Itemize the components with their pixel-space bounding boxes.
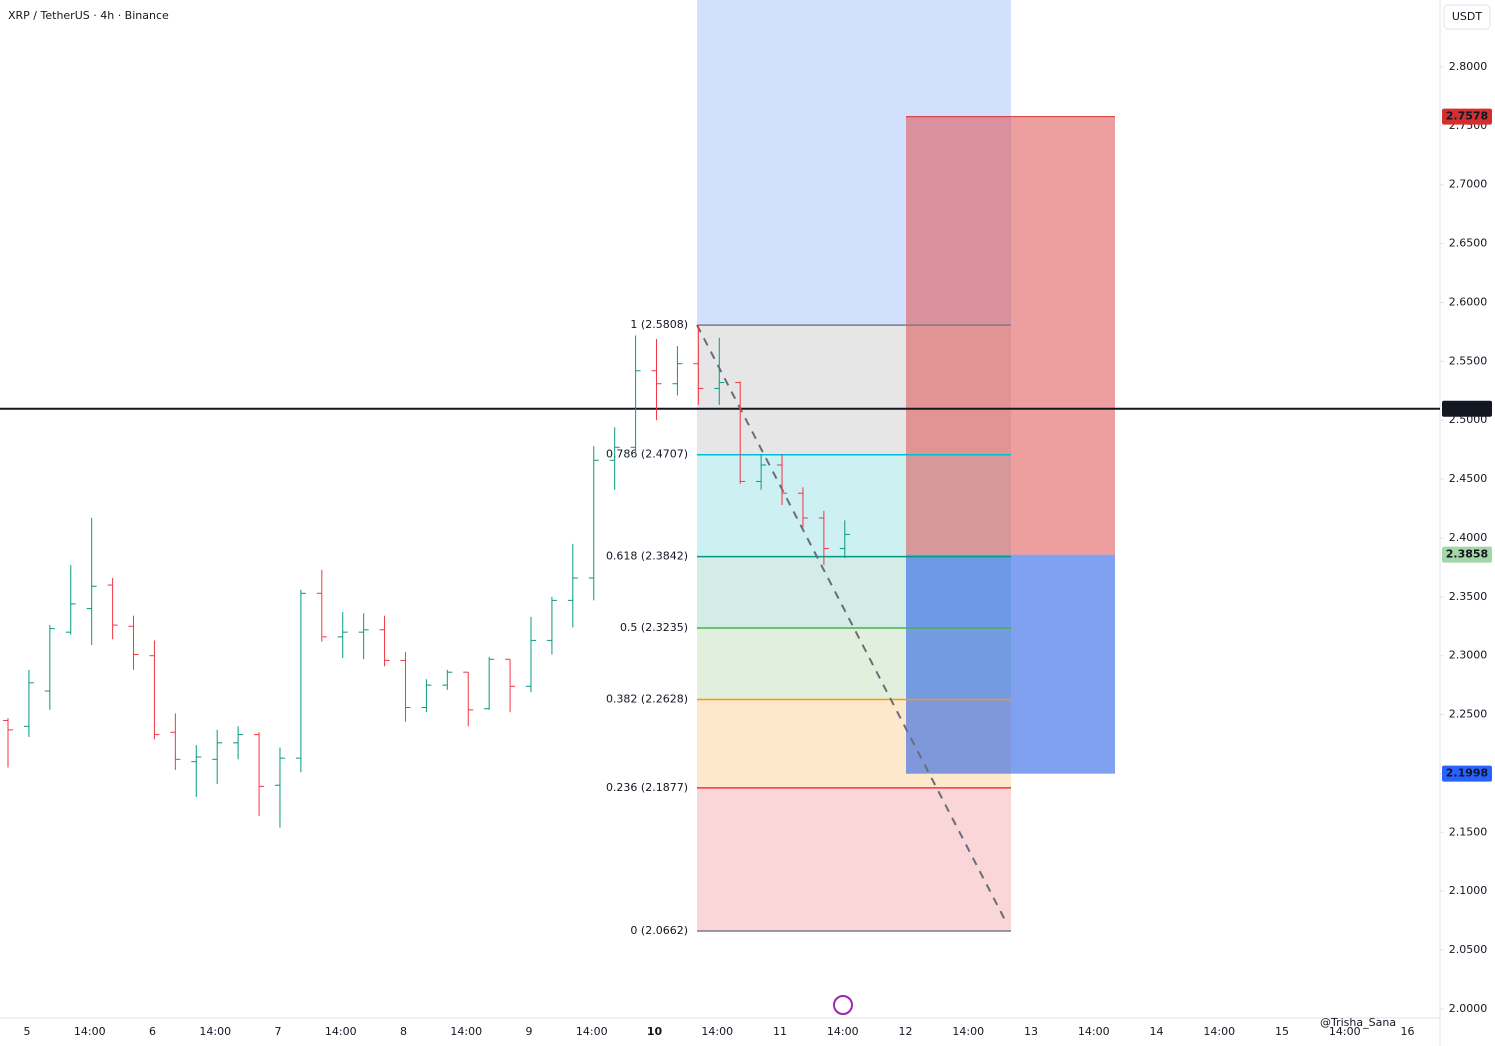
x-tick-label: 7: [275, 1025, 282, 1038]
y-tick-label: 2.3000: [1449, 649, 1488, 662]
x-tick-label: 12: [899, 1025, 913, 1038]
y-tick-label: 2.8000: [1449, 60, 1488, 73]
price-label: 2.7578: [1446, 110, 1488, 123]
price-label: 2.3858: [1446, 548, 1488, 561]
x-tick-label: 16: [1401, 1025, 1415, 1038]
x-tick-label: 14:00: [1203, 1025, 1235, 1038]
fib-label: 0.382 (2.2628): [606, 693, 688, 706]
fib-label: 1 (2.5808): [630, 318, 688, 331]
y-tick-label: 2.6500: [1449, 237, 1488, 250]
price-label-bg: [1442, 546, 1492, 563]
fib-label: 0.786 (2.4707): [606, 448, 688, 461]
x-tick-label: 14:00: [74, 1025, 106, 1038]
y-tick-label: 2.5500: [1449, 354, 1488, 367]
y-tick-label: 2.4000: [1449, 531, 1488, 544]
price-label: 2.1998: [1446, 767, 1488, 780]
x-tick-label: 14:00: [325, 1025, 357, 1038]
fib-label: 0 (2.0662): [630, 924, 688, 937]
y-tick-label: 2.2500: [1449, 708, 1488, 721]
price-label: 2.5097: [1446, 402, 1488, 415]
x-tick-label: 13: [1024, 1025, 1038, 1038]
y-tick-label: 2.6000: [1449, 295, 1488, 308]
logo: [833, 995, 853, 1015]
x-tick-label: 14:00: [450, 1025, 482, 1038]
y-tick-label: 2.7000: [1449, 178, 1488, 191]
x-tick-label: 14:00: [576, 1025, 608, 1038]
x-tick-label: 15: [1275, 1025, 1289, 1038]
x-tick-label: 14:00: [952, 1025, 984, 1038]
trend-line: [696, 324, 1006, 921]
y-tick-label: 2.1500: [1449, 825, 1488, 838]
currency: USDT: [1452, 10, 1483, 23]
x-tick-label: 14:00: [199, 1025, 231, 1038]
watermark: @Trisha_Sana: [1320, 1016, 1396, 1029]
x-tick-label: 6: [149, 1025, 156, 1038]
fib-label: 0.5 (2.3235): [620, 621, 688, 634]
x-tick-label: 14:00: [1078, 1025, 1110, 1038]
x-tick-label: 14:00: [701, 1025, 733, 1038]
fib-band: [697, 787, 1011, 931]
x-tick-label: 5: [24, 1025, 31, 1038]
price-label-bg: [1442, 108, 1492, 125]
x-tick-label: 14:00: [1329, 1025, 1361, 1038]
y-tick-label: 2.3500: [1449, 590, 1488, 603]
y-tick-label: 2.1000: [1449, 884, 1488, 897]
fib-label: 0.236 (2.1877): [606, 781, 688, 794]
y-tick-label: 2.0000: [1449, 1002, 1488, 1015]
price-label-bg: [1442, 400, 1492, 417]
x-tick-label: 14: [1150, 1025, 1164, 1038]
y-tick-label: 2.0500: [1449, 943, 1488, 956]
x-tick-label: 14:00: [827, 1025, 859, 1038]
x-tick-label: 8: [400, 1025, 407, 1038]
price-label-bg: [1442, 765, 1492, 782]
y-tick-label: 2.4500: [1449, 472, 1488, 485]
currency-box: [1443, 4, 1491, 30]
x-tick-label: 10: [647, 1025, 663, 1038]
stop-zone: [906, 116, 1115, 555]
x-tick-label: 9: [526, 1025, 533, 1038]
x-tick-label: 11: [773, 1025, 787, 1038]
chart-title: XRP / TetherUS · 4h · Binance: [8, 9, 169, 22]
fib-label: 0.618 (2.3842): [606, 550, 688, 563]
target-zone: [906, 554, 1115, 774]
